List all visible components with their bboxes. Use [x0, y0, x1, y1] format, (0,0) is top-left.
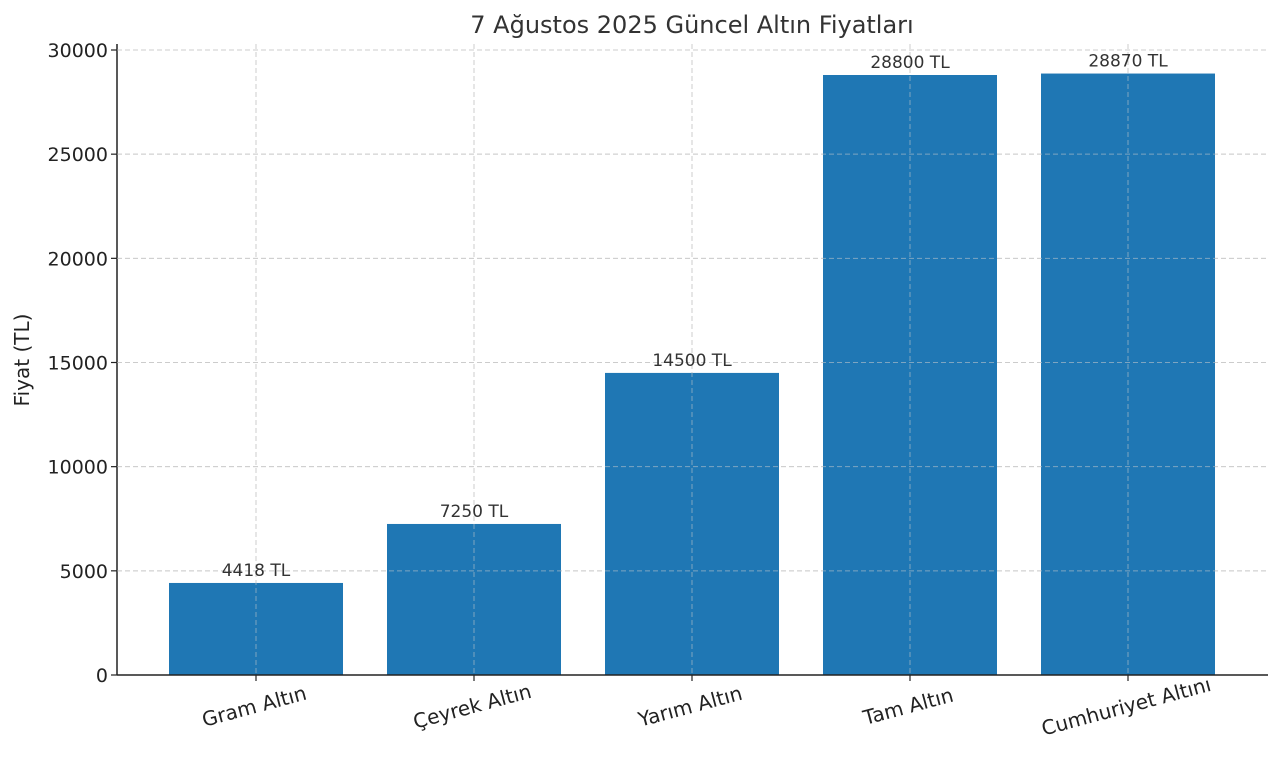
x-tick-label: Gram Altın	[199, 681, 309, 732]
data-label-layer: 4418 TL 7250 TL 14500 TL 28800 TL 28870 TL	[117, 44, 1268, 675]
bar-value-label: 7250 TL	[440, 502, 509, 522]
bar-value-label: 4418 TL	[222, 561, 291, 581]
x-tick-label: Yarım Altın	[635, 681, 745, 732]
y-tick-label: 10000	[48, 457, 108, 479]
y-tick-layer: 0 5000 10000 15000 20000 25000 30000	[48, 40, 117, 687]
bar-value-label: 28870 TL	[1088, 52, 1168, 72]
y-tick-label: 20000	[48, 248, 108, 270]
y-axis-label: Fiyat (TL)	[10, 314, 34, 407]
bar-value-label: 14500 TL	[652, 351, 732, 371]
y-tick-label: 0	[96, 665, 108, 687]
chart-title: 7 Ağustos 2025 Güncel Altın Fiyatları	[470, 11, 913, 39]
y-tick-label: 15000	[48, 353, 108, 375]
y-tick-label: 25000	[48, 144, 108, 166]
x-tick-label: Cumhuriyet Altını	[1039, 672, 1214, 740]
bar-value-label: 28800 TL	[870, 53, 950, 73]
x-tick-layer: Gram Altın Çeyrek Altın Yarım Altın Tam Alt…	[199, 672, 1213, 740]
y-tick-label: 30000	[48, 40, 108, 62]
x-tick-label: Çeyrek Altın	[410, 679, 534, 734]
y-tick-label: 5000	[60, 561, 108, 583]
x-tick-label: Tam Altın	[860, 683, 956, 730]
